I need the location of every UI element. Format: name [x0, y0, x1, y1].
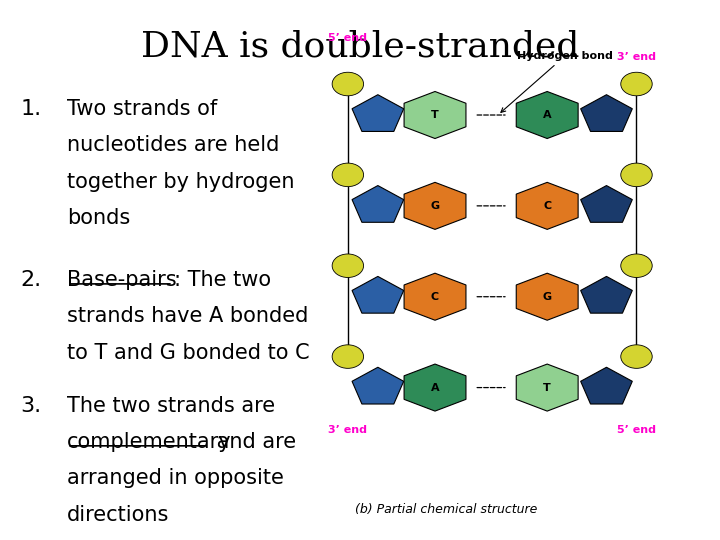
Text: C: C: [543, 201, 552, 211]
Text: G: G: [431, 201, 440, 211]
Text: 3’ end: 3’ end: [328, 425, 367, 435]
Circle shape: [332, 72, 364, 96]
Circle shape: [621, 72, 652, 96]
Polygon shape: [516, 91, 578, 139]
Text: T: T: [544, 382, 551, 393]
Polygon shape: [516, 273, 578, 320]
Polygon shape: [404, 91, 466, 139]
Text: bonds: bonds: [67, 208, 130, 228]
Polygon shape: [352, 186, 404, 222]
Polygon shape: [404, 364, 466, 411]
Text: arranged in opposite: arranged in opposite: [67, 468, 284, 488]
Text: 2.: 2.: [21, 270, 42, 290]
Text: Base-pairs: Base-pairs: [67, 270, 176, 290]
Polygon shape: [516, 364, 578, 411]
Text: together by hydrogen: together by hydrogen: [67, 172, 294, 192]
Text: A: A: [431, 382, 439, 393]
Text: A: A: [543, 110, 552, 120]
Text: nucleotides are held: nucleotides are held: [67, 136, 279, 156]
Text: C: C: [431, 292, 439, 302]
Text: The two strands are: The two strands are: [67, 396, 275, 416]
Circle shape: [621, 345, 652, 368]
Text: (b) Partial chemical structure: (b) Partial chemical structure: [354, 503, 537, 516]
Text: 5’ end: 5’ end: [328, 33, 367, 43]
Circle shape: [332, 163, 364, 187]
Text: to T and G bonded to C: to T and G bonded to C: [67, 343, 310, 363]
Polygon shape: [580, 276, 632, 313]
Text: DNA is double-stranded: DNA is double-stranded: [141, 30, 579, 64]
Text: Hydrogen bond: Hydrogen bond: [501, 51, 613, 112]
Polygon shape: [352, 94, 404, 131]
Text: Two strands of: Two strands of: [67, 99, 217, 119]
Text: G: G: [543, 292, 552, 302]
Circle shape: [332, 345, 364, 368]
Polygon shape: [404, 183, 466, 230]
Text: 3’ end: 3’ end: [617, 51, 656, 62]
Text: directions: directions: [67, 504, 169, 525]
Polygon shape: [516, 183, 578, 230]
Polygon shape: [352, 367, 404, 404]
Text: complementary: complementary: [67, 432, 232, 452]
Text: T: T: [431, 110, 439, 120]
Text: 1.: 1.: [21, 99, 42, 119]
Polygon shape: [404, 273, 466, 320]
Circle shape: [621, 254, 652, 278]
Text: and are: and are: [210, 432, 296, 452]
Text: 3.: 3.: [21, 396, 42, 416]
Circle shape: [621, 163, 652, 187]
Text: : The two: : The two: [174, 270, 271, 290]
Text: 5’ end: 5’ end: [617, 425, 656, 435]
Circle shape: [332, 254, 364, 278]
Polygon shape: [580, 94, 632, 131]
Text: strands have A bonded: strands have A bonded: [67, 306, 308, 326]
Polygon shape: [580, 367, 632, 404]
Polygon shape: [352, 276, 404, 313]
Polygon shape: [580, 186, 632, 222]
